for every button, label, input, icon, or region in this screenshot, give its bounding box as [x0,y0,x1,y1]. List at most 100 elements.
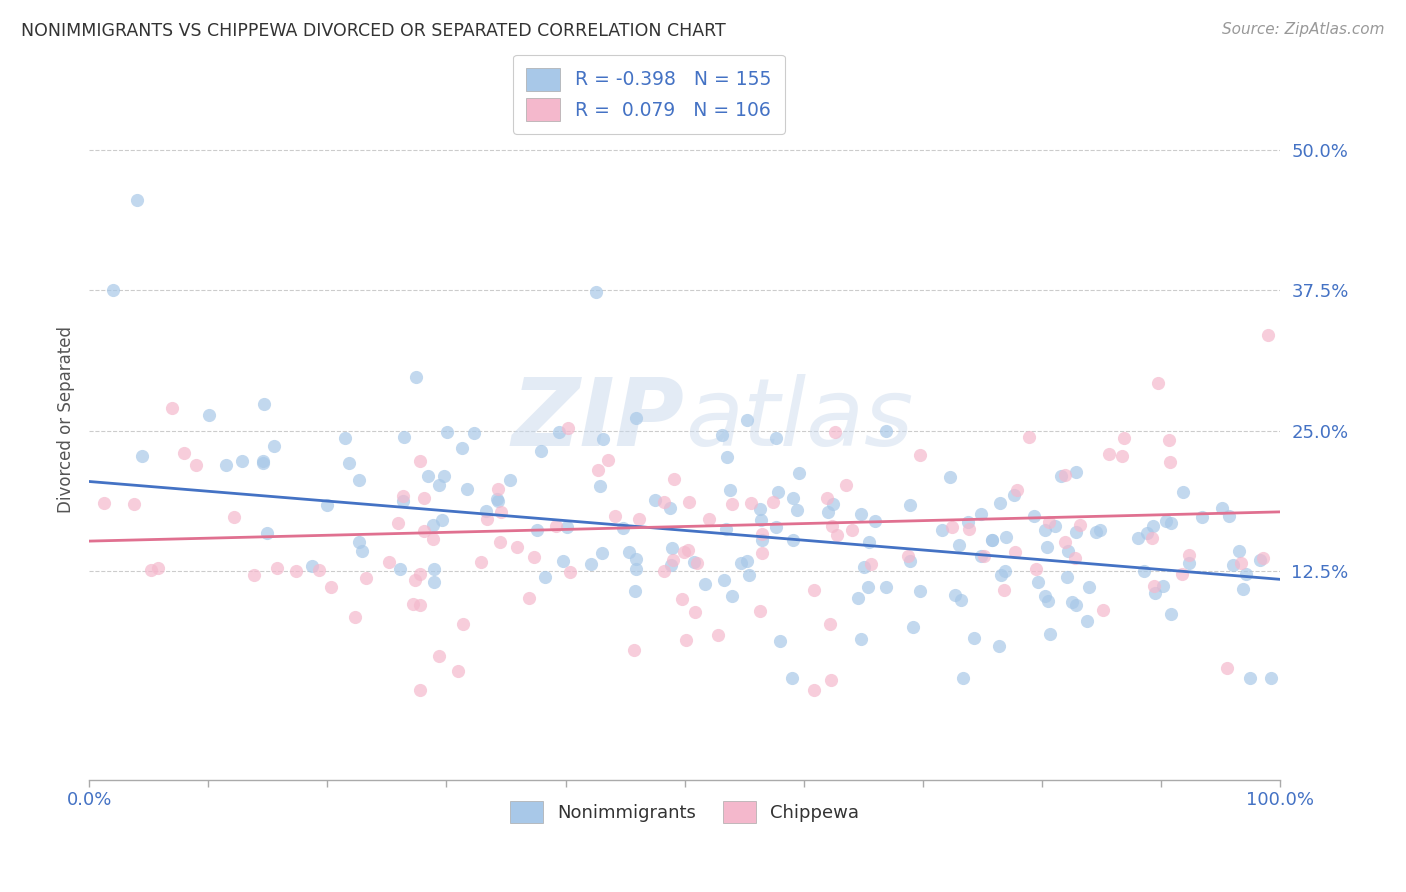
Point [517,591,540,605]
Point [782,491,804,506]
Point [619,545,641,559]
Point [1239,671,1261,685]
Point [319,580,342,594]
Point [1050,469,1073,483]
Point [1005,483,1028,498]
Point [851,507,873,521]
Point [659,558,682,572]
Point [1136,525,1159,540]
Point [1092,603,1115,617]
Point [956,515,979,529]
Point [409,566,432,581]
Point [1043,519,1066,533]
Point [343,610,366,624]
Point [1025,561,1047,575]
Point [530,444,553,458]
Point [486,483,509,497]
Point [432,513,454,527]
Point [337,456,360,470]
Point [125,193,148,207]
Point [1178,557,1201,571]
Point [592,432,614,446]
Point [875,580,897,594]
Point [652,494,675,508]
Point [486,492,509,507]
Point [506,540,529,554]
Point [423,574,446,589]
Point [429,478,451,492]
Point [1177,548,1199,562]
Point [547,425,569,439]
Point [436,425,458,439]
Point [333,431,356,445]
Point [1077,580,1099,594]
Point [1033,589,1056,603]
Point [898,498,921,512]
Point [499,473,522,487]
Point [990,567,1012,582]
Point [952,671,974,685]
Point [422,517,444,532]
Legend: Nonimmigrants, Chippewa: Nonimmigrants, Chippewa [498,788,872,836]
Point [1260,671,1282,685]
Point [858,534,880,549]
Point [1140,531,1163,545]
Point [1111,450,1133,464]
Point [392,430,415,444]
Point [413,491,436,505]
Point [963,631,986,645]
Point [672,545,695,559]
Point [749,502,772,516]
Point [605,509,627,524]
Point [835,478,858,492]
Point [391,493,413,508]
Point [824,425,846,439]
Point [391,489,413,503]
Point [557,421,579,435]
Point [1085,524,1108,539]
Point [787,466,810,480]
Point [378,555,401,569]
Point [447,664,470,678]
Point [551,554,574,568]
Point [101,283,124,297]
Point [1088,524,1111,538]
Point [714,522,737,536]
Point [256,526,278,541]
Point [1160,516,1182,531]
Point [662,471,685,485]
Point [1064,465,1087,479]
Point [1004,545,1026,559]
Point [988,496,1011,510]
Point [780,671,803,685]
Point [1033,524,1056,538]
Point [1022,509,1045,524]
Point [820,673,842,687]
Point [749,604,772,618]
Point [720,483,742,498]
Point [243,567,266,582]
Point [409,453,432,467]
Point [252,397,274,411]
Point [825,528,848,542]
Point [1076,614,1098,628]
Point [1215,661,1237,675]
Point [387,516,409,531]
Point [1114,431,1136,445]
Point [588,479,610,493]
Point [1234,566,1257,581]
Point [859,558,882,572]
Point [661,541,683,555]
Point [1229,556,1251,570]
Point [765,520,787,534]
Point [818,617,841,632]
Point [901,620,924,634]
Point [1218,508,1240,523]
Point [231,454,253,468]
Point [1126,531,1149,545]
Point [427,648,450,663]
Point [93,496,115,510]
Point [475,503,498,517]
Point [1152,578,1174,592]
Point [423,561,446,575]
